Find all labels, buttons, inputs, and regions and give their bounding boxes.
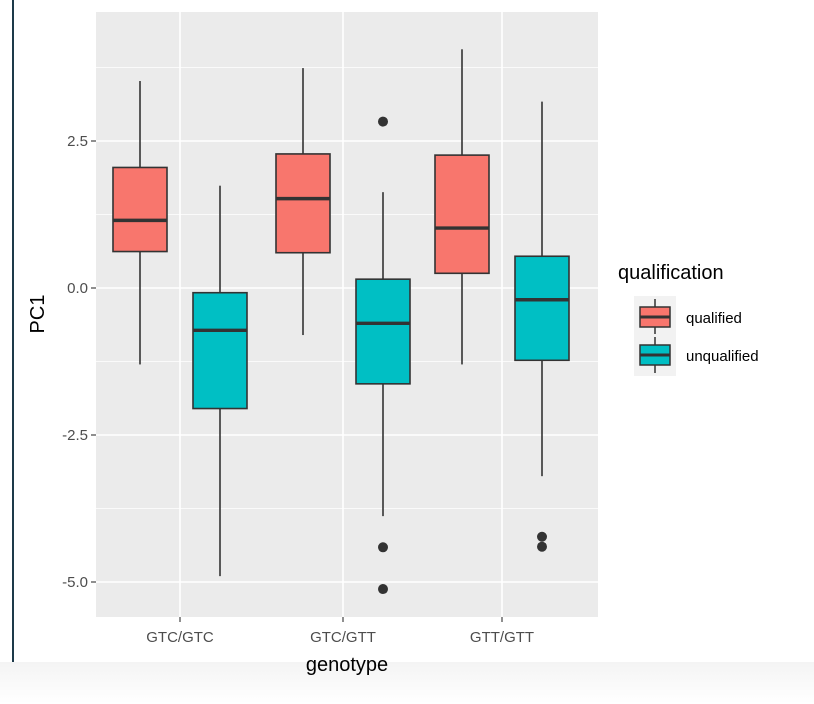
legend-item-qualified: qualified [634, 296, 742, 338]
page-left-border [12, 0, 14, 662]
box-unqualified-GTC/GTT [355, 116, 411, 595]
box-unqualified-GTT/GTT [514, 101, 570, 552]
y-axis-title: PC1 [27, 295, 49, 334]
y-tick-label: 2.5 [67, 133, 88, 150]
legend-items: qualified unqualified [634, 296, 759, 376]
box-iqr [192, 291, 248, 410]
x-tick-label: GTT/GTT [470, 629, 534, 646]
y-tick-label: 0.0 [67, 280, 88, 297]
legend-label: qualified [686, 310, 742, 327]
outlier-point [378, 584, 388, 595]
box-iqr [434, 154, 490, 275]
page-bottom-fade [0, 662, 814, 704]
outlier-point [537, 541, 547, 552]
box-unqualified-GTC/GTC [192, 185, 248, 577]
x-axis-title: genotype [306, 654, 388, 676]
legend-title: qualification [618, 262, 724, 284]
outlier-point [537, 531, 547, 542]
outlier-point [378, 542, 388, 553]
x-axis: GTC/GTC GTC/GTT GTT/GTT [146, 617, 534, 646]
box-qualified-GTC/GTT [275, 68, 331, 336]
box-iqr [355, 278, 411, 385]
box-qualified-GTT/GTT [434, 49, 490, 365]
y-tick-label: -5.0 [62, 574, 88, 591]
x-tick-label: GTC/GTC [146, 629, 214, 646]
grid-lines [96, 12, 598, 617]
box-qualified-GTC/GTC [112, 81, 168, 365]
y-axis: 2.5 0.0 -2.5 -5.0 [62, 133, 96, 591]
outlier-point [378, 116, 388, 127]
box-iqr [514, 255, 570, 362]
box-layer [112, 49, 570, 595]
box-iqr [112, 166, 168, 253]
y-tick-label: -2.5 [62, 427, 88, 444]
legend-label: unqualified [686, 348, 759, 365]
legend-item-unqualified: unqualified [634, 334, 759, 376]
legend: qualification qualified unqualified [618, 262, 759, 376]
x-tick-label: GTC/GTT [310, 629, 376, 646]
box-iqr [275, 153, 331, 254]
